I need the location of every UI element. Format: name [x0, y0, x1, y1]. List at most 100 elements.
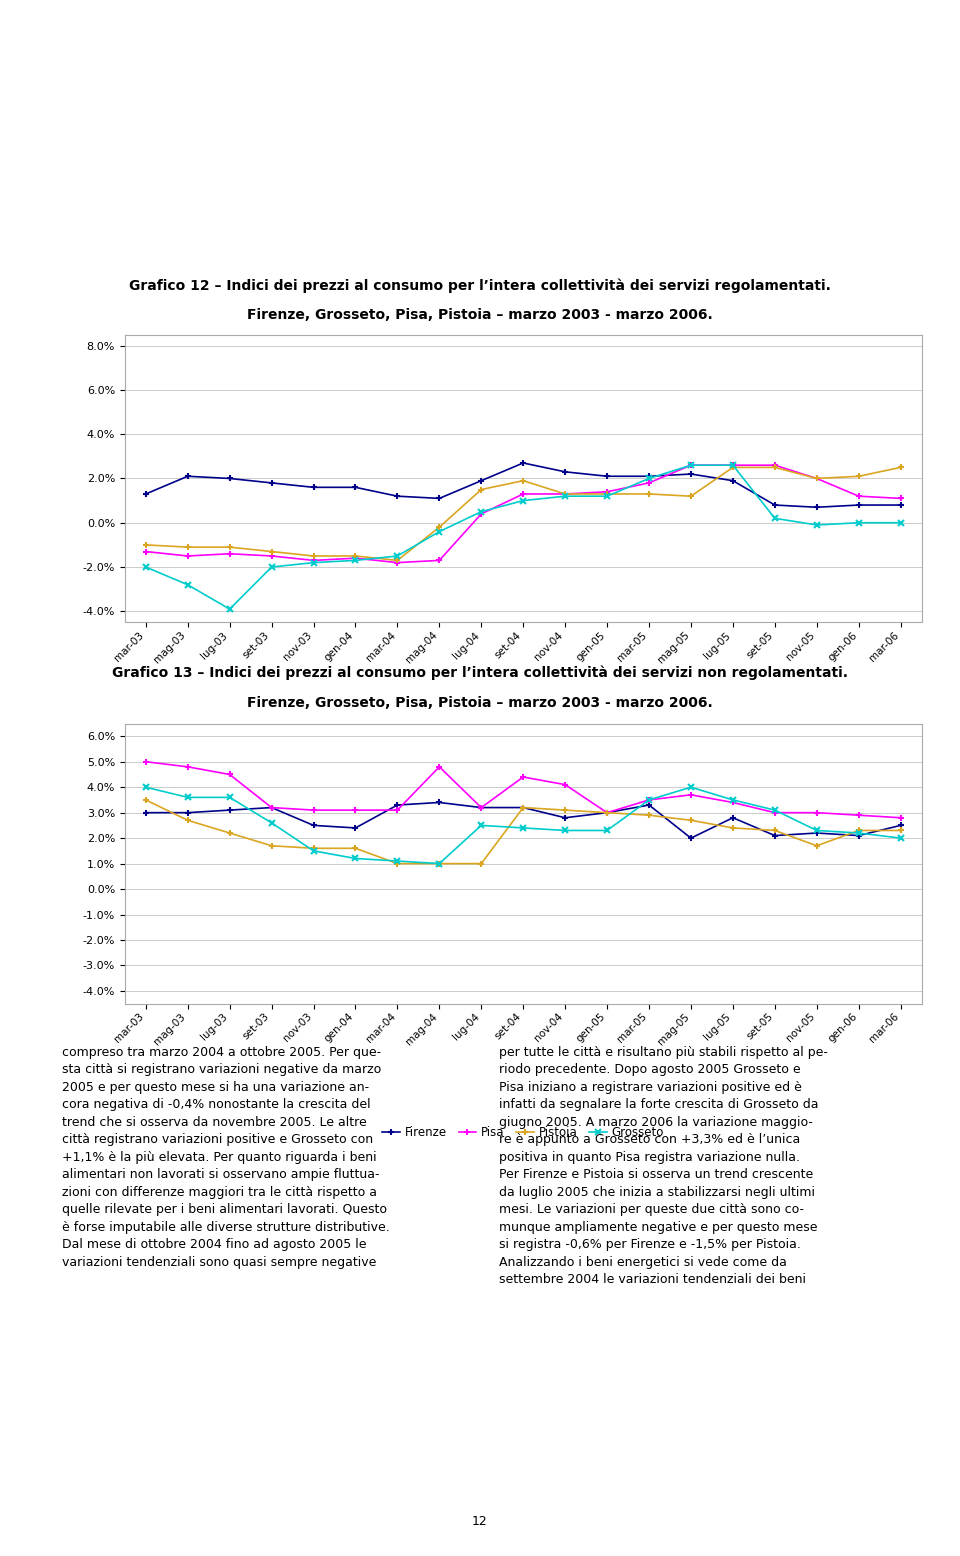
Line: Pistoia: Pistoia — [142, 464, 904, 563]
Firenze — [727, 471, 738, 490]
Pisa — [140, 541, 152, 560]
Text: Firenze, Grosseto, Pisa, Pistoia – marzo 2003 - marzo 2006.: Firenze, Grosseto, Pisa, Pistoia – marzo… — [247, 308, 713, 322]
Firenze — [601, 803, 612, 822]
Grosseto — [266, 814, 277, 832]
Grosseto — [266, 557, 277, 576]
Pistoia — [811, 837, 823, 856]
Grosseto — [811, 515, 823, 534]
Grosseto — [308, 554, 320, 573]
Grosseto — [517, 818, 529, 837]
Grosseto — [475, 503, 487, 521]
Firenze — [852, 826, 864, 845]
Firenze — [434, 794, 445, 812]
Grosseto — [852, 823, 864, 842]
Grosseto — [475, 815, 487, 834]
Pisa — [392, 554, 403, 573]
Line: Pistoia: Pistoia — [142, 797, 904, 867]
Grosseto — [643, 470, 655, 489]
Pisa — [895, 809, 906, 828]
Grosseto — [224, 787, 235, 806]
Pisa — [643, 473, 655, 492]
Firenze — [392, 795, 403, 814]
Grosseto — [560, 822, 571, 840]
Firenze — [560, 462, 571, 481]
Grosseto — [308, 842, 320, 860]
Firenze — [224, 470, 235, 489]
Firenze — [140, 803, 152, 822]
Pistoia — [601, 484, 612, 503]
Pistoia — [643, 484, 655, 503]
Pistoia — [224, 823, 235, 842]
Grosseto — [349, 850, 361, 868]
Pisa — [308, 551, 320, 569]
Pistoia — [895, 822, 906, 840]
Pistoia — [769, 457, 780, 476]
Firenze — [349, 478, 361, 496]
Pistoia — [727, 457, 738, 476]
Pisa — [811, 803, 823, 822]
Firenze — [140, 484, 152, 503]
Firenze — [769, 826, 780, 845]
Firenze — [811, 498, 823, 517]
Pisa — [308, 801, 320, 820]
Firenze — [727, 809, 738, 828]
Pisa — [643, 790, 655, 809]
Text: 12: 12 — [472, 1516, 488, 1528]
Pistoia — [140, 790, 152, 809]
Grosseto — [685, 778, 697, 797]
Firenze — [895, 815, 906, 834]
Pistoia — [601, 803, 612, 822]
Grosseto — [601, 822, 612, 840]
Pistoia — [769, 822, 780, 840]
Pisa — [601, 482, 612, 501]
Pistoia — [852, 822, 864, 840]
Pistoia — [392, 854, 403, 873]
Pistoia — [224, 538, 235, 557]
Pistoia — [895, 457, 906, 476]
Pisa — [560, 775, 571, 794]
Firenze — [475, 798, 487, 817]
Pisa — [685, 456, 697, 475]
Grosseto — [434, 523, 445, 541]
Firenze — [769, 496, 780, 515]
Grosseto — [182, 787, 194, 806]
Firenze — [266, 798, 277, 817]
Pistoia — [308, 546, 320, 565]
Line: Grosseto: Grosseto — [142, 784, 904, 867]
Pisa — [685, 786, 697, 804]
Text: compreso tra marzo 2004 a ottobre 2005. Per que-
sta città si registrano variazi: compreso tra marzo 2004 a ottobre 2005. … — [62, 1046, 390, 1268]
Pistoia — [852, 467, 864, 485]
Line: Pisa: Pisa — [142, 758, 904, 822]
Pisa — [517, 484, 529, 503]
Pisa — [434, 551, 445, 569]
Grosseto — [224, 599, 235, 618]
Pistoia — [517, 471, 529, 490]
Pisa — [852, 487, 864, 506]
Grosseto — [769, 509, 780, 527]
Pistoia — [434, 518, 445, 537]
Firenze — [811, 823, 823, 842]
Grosseto — [349, 551, 361, 569]
Firenze — [266, 473, 277, 492]
Pistoia — [266, 837, 277, 856]
Line: Firenze: Firenze — [142, 798, 904, 842]
Grosseto — [517, 492, 529, 510]
Firenze — [182, 467, 194, 485]
Pisa — [224, 766, 235, 784]
Pisa — [140, 753, 152, 772]
Grosseto — [434, 854, 445, 873]
Pistoia — [475, 481, 487, 499]
Firenze — [349, 818, 361, 837]
Firenze — [643, 467, 655, 485]
Grosseto — [852, 513, 864, 532]
Pistoia — [685, 811, 697, 829]
Pisa — [560, 484, 571, 503]
Grosseto — [392, 546, 403, 565]
Pistoia — [811, 470, 823, 489]
Pisa — [434, 758, 445, 776]
Firenze — [601, 467, 612, 485]
Grosseto — [601, 487, 612, 506]
Text: Firenze, Grosseto, Pisa, Pistoia – marzo 2003 - marzo 2006.: Firenze, Grosseto, Pisa, Pistoia – marzo… — [247, 696, 713, 710]
Firenze — [182, 803, 194, 822]
Pisa — [475, 504, 487, 523]
